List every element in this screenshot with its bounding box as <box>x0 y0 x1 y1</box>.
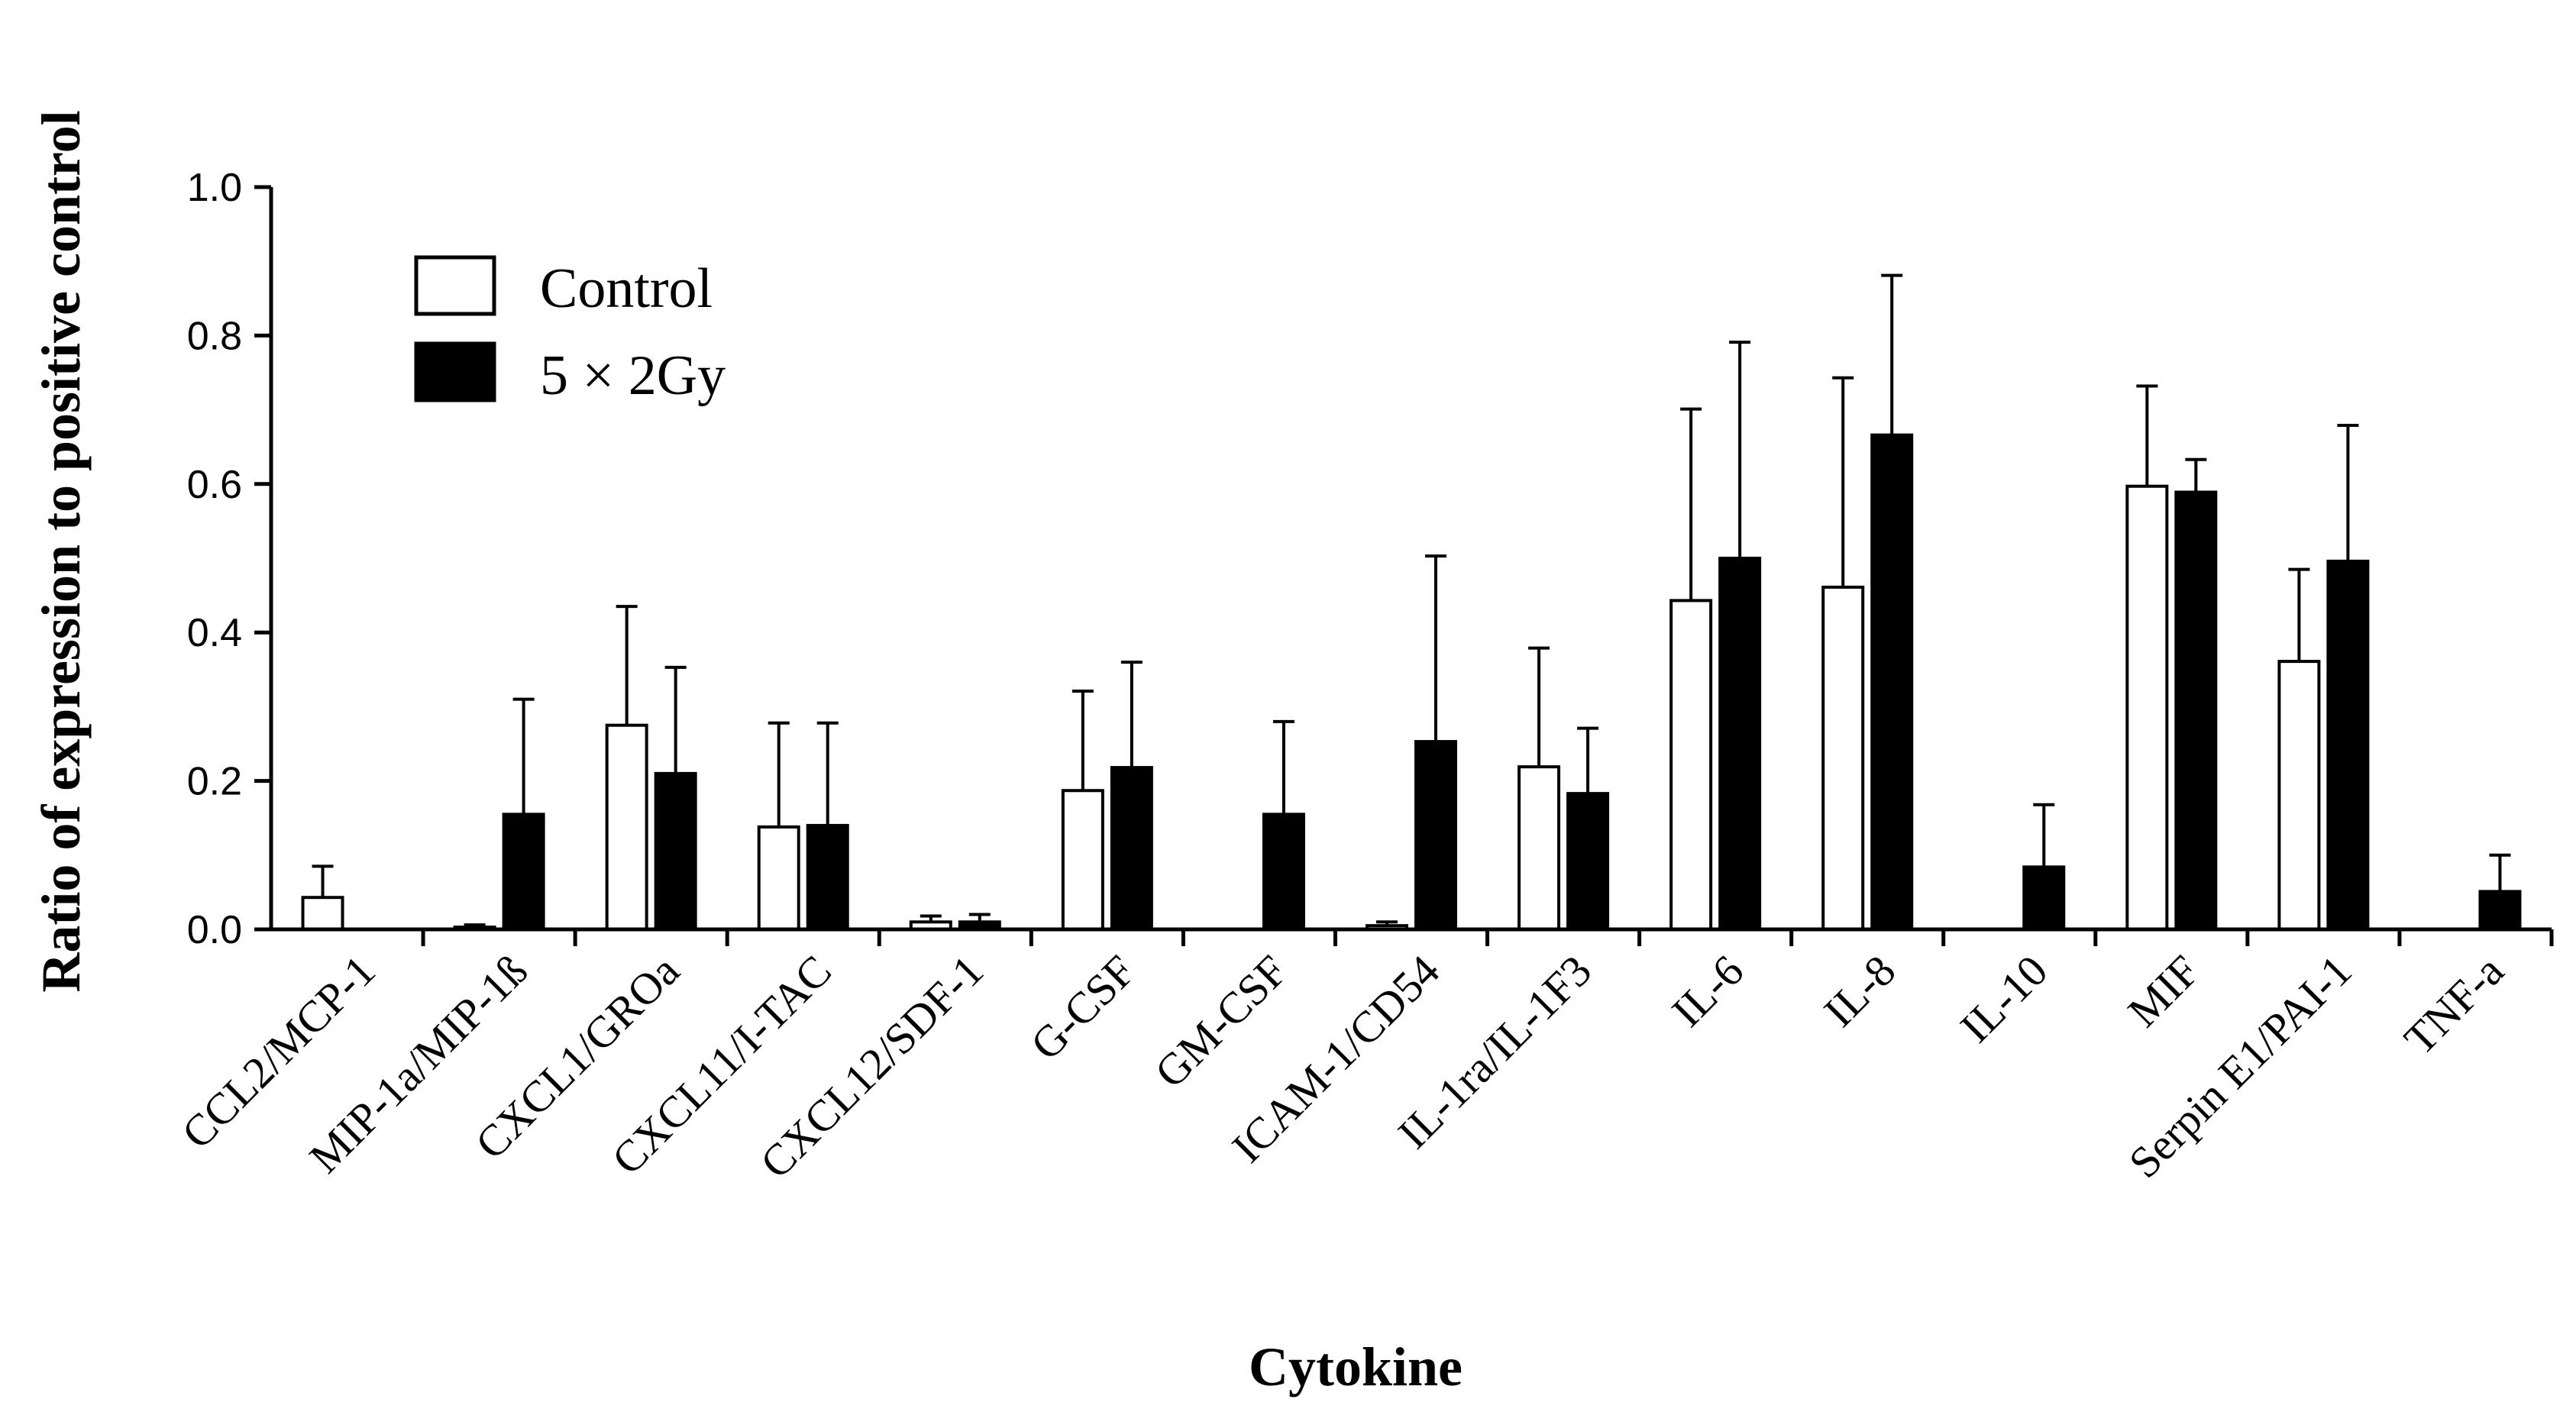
bar-irradiated <box>1262 813 1305 931</box>
bar-irradiated <box>1718 557 1762 931</box>
bar-irradiated <box>2174 490 2218 931</box>
axes-layer <box>254 185 2554 946</box>
bar-control <box>301 896 344 931</box>
x-tick-label: IL-10 <box>1951 945 2057 1052</box>
bar-irradiated <box>1566 792 1610 932</box>
legend-swatch-control <box>414 255 496 316</box>
bar-irradiated <box>2478 890 2522 931</box>
bar-control <box>605 723 648 931</box>
x-tick-label: IL-6 <box>1662 945 1753 1036</box>
y-tick-label: 1.0 <box>187 166 242 210</box>
x-tick-label: GM-CSF <box>1145 945 1297 1097</box>
x-axis-title: Cytokine <box>1249 1336 1463 1397</box>
bar-irradiated <box>502 813 545 931</box>
bar-irradiated <box>1414 740 1457 931</box>
bars-layer <box>301 273 2522 932</box>
bar-control <box>1821 585 1865 932</box>
bar-control <box>757 825 800 932</box>
legend-swatch-irradiated <box>414 341 496 402</box>
legend-label-irradiated: 5 × 2Gy <box>540 344 726 407</box>
y-tick-label: 0.0 <box>187 908 242 952</box>
y-tick-label: 0.4 <box>187 611 242 655</box>
y-tick-label: 0.2 <box>187 760 242 804</box>
bar-control <box>1517 765 1561 932</box>
bar-control <box>2125 484 2169 931</box>
x-tick-label: G-CSF <box>1021 945 1145 1069</box>
bar-irradiated <box>806 823 849 932</box>
bar-irradiated <box>654 771 697 931</box>
legend: Control 5 × 2Gy <box>414 255 726 407</box>
x-tick-label: IL-8 <box>1815 945 1905 1036</box>
bar-control <box>1061 789 1104 931</box>
bar-irradiated <box>2022 865 2066 932</box>
bar-irradiated <box>1870 433 1914 931</box>
x-tick-label: MIF <box>2119 945 2209 1036</box>
bar-irradiated <box>1110 766 1153 931</box>
y-axis-title: Ratio of expression to positive control <box>31 110 92 992</box>
y-tick-label: 0.6 <box>187 463 242 507</box>
bar-control <box>2277 660 2321 931</box>
bar-control <box>1669 599 1713 931</box>
x-tick-label: TNF-a <box>2394 945 2513 1064</box>
legend-label-control: Control <box>540 257 713 320</box>
bar-irradiated <box>2326 559 2370 931</box>
y-tick-label: 0.8 <box>187 314 242 358</box>
